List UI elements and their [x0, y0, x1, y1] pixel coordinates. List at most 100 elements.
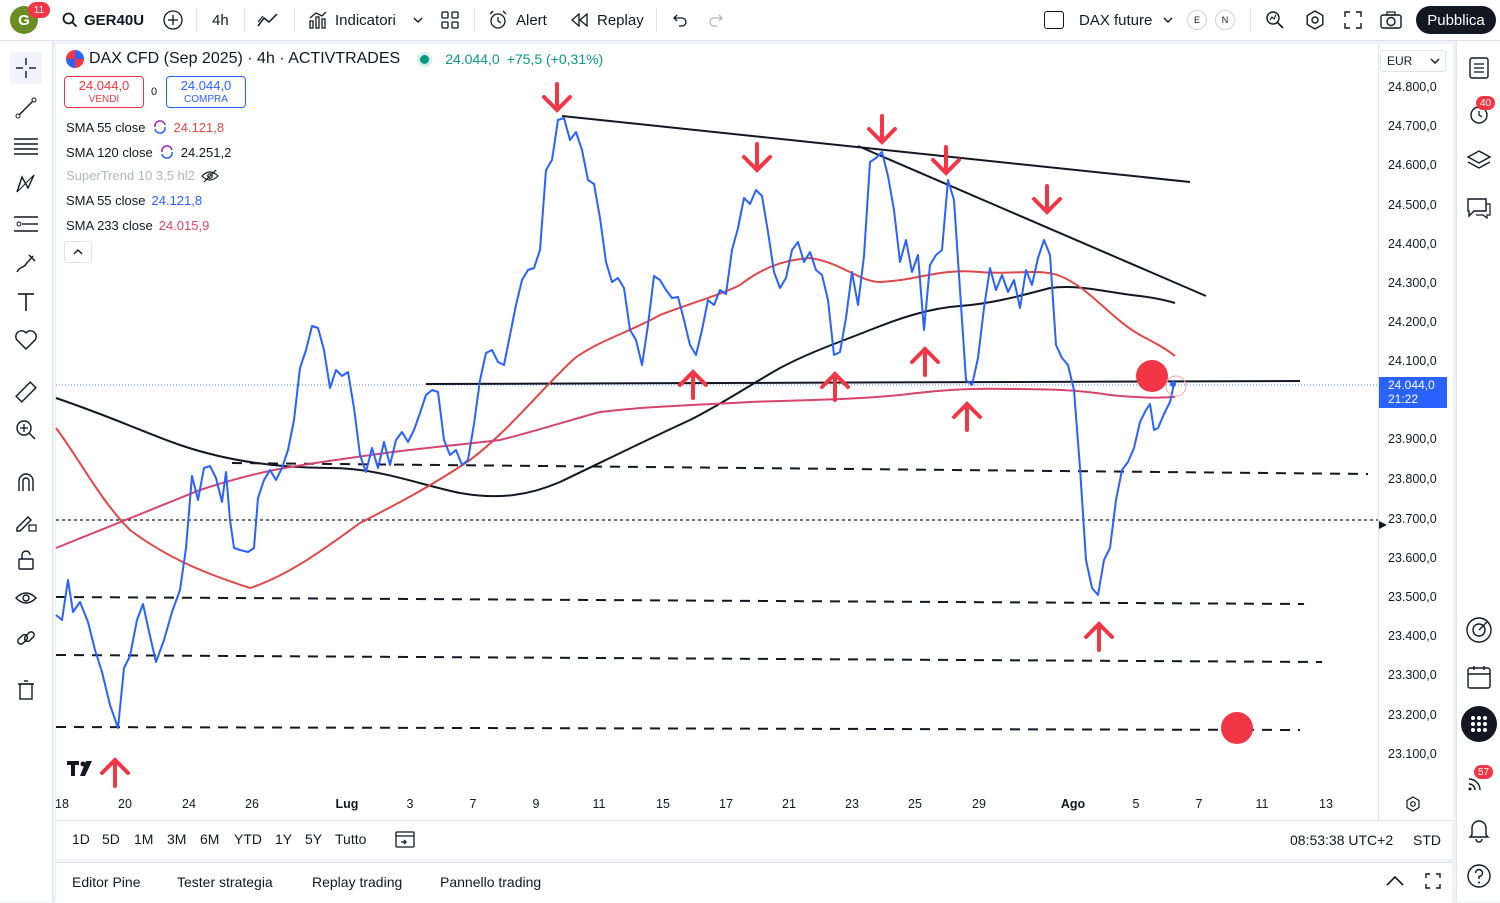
chats-button[interactable]	[1465, 194, 1493, 222]
crosshair-price-marker	[1379, 516, 1387, 534]
support-line-1	[231, 462, 1369, 475]
earnings-badge[interactable]: E	[1187, 0, 1207, 40]
range-button[interactable]: 1M	[134, 831, 154, 847]
prediction-tool[interactable]	[10, 208, 42, 240]
rewind-icon	[571, 12, 588, 28]
clock-display[interactable]: 08:53:38 UTC+2	[1290, 832, 1394, 848]
support-horizontal-line	[425, 380, 1301, 385]
legend-collapse-button[interactable]	[64, 241, 92, 263]
letter-n-icon: N	[1215, 10, 1235, 30]
layouts-button[interactable]	[440, 0, 460, 40]
brush-tool[interactable]	[10, 248, 42, 280]
indicator-legend-sma-55[interactable]: SMA 55 close 24.121,8	[66, 119, 224, 135]
indicator-legend-sma-55-blue[interactable]: SMA 55 close 24.121,8	[66, 193, 202, 208]
compare-symbol-label[interactable]: DAX future	[1079, 0, 1152, 40]
quick-search-button[interactable]	[1264, 0, 1286, 40]
indicators-dropdown-button[interactable]	[412, 0, 424, 40]
text-tool[interactable]	[10, 286, 42, 318]
sell-button[interactable]: 24.044,0 VENDI	[64, 76, 144, 108]
fullscreen-button[interactable]	[1343, 0, 1363, 40]
alert-button[interactable]: Alert	[487, 0, 547, 40]
bottom-tab[interactable]: Tester strategia	[177, 874, 273, 890]
price-scale-label: 23.800,0	[1388, 472, 1437, 486]
price-scale-label: 23.400,0	[1388, 629, 1437, 643]
bottom-tab[interactable]: Pannello trading	[440, 874, 542, 890]
fib-tool[interactable]	[10, 130, 42, 162]
buy-button[interactable]: 24.044,0 COMPRA	[166, 76, 246, 108]
compare-symbol-button[interactable]	[162, 0, 184, 40]
symbol-search-button[interactable]: GER40U	[62, 0, 144, 40]
arrow-down-icon	[1032, 184, 1062, 215]
compare-toggle-checkbox[interactable]	[1044, 0, 1064, 40]
measure-tool[interactable]	[10, 376, 42, 408]
indicator-legend-supertrend[interactable]: SuperTrend 10 3,5 hl2	[66, 168, 219, 183]
bottom-tab[interactable]: Replay trading	[312, 874, 403, 890]
object-tree-button[interactable]	[1465, 146, 1493, 174]
arrow-up-icon	[820, 371, 850, 402]
range-button[interactable]: 6M	[200, 831, 220, 847]
range-button[interactable]: 1Y	[275, 831, 293, 847]
time-axis-label: Ago	[1060, 797, 1086, 811]
chart-pane[interactable]	[56, 44, 1452, 820]
avatar-notification-badge: 11	[28, 2, 50, 18]
publish-button[interactable]: Pubblica	[1416, 6, 1496, 34]
indicator-legend-sma-120[interactable]: SMA 120 close 24.251,2	[66, 144, 231, 160]
range-button[interactable]: 1D	[72, 831, 90, 847]
avatar-letter: G	[18, 11, 30, 29]
replay-button[interactable]: Replay	[570, 0, 644, 40]
sma-120-line	[55, 286, 1176, 498]
divider	[196, 8, 197, 32]
lock-drawing-tool[interactable]	[10, 506, 42, 538]
chevron-down-icon	[1163, 17, 1173, 23]
redo-button[interactable]	[708, 0, 726, 40]
target-marker-lower	[1221, 712, 1253, 744]
currency-select[interactable]: EUR	[1380, 50, 1446, 72]
chart-type-button[interactable]	[256, 0, 280, 40]
time-axis-label: 25	[908, 797, 922, 811]
last-price-value: 24.044,0	[445, 51, 500, 67]
link-tool[interactable]	[10, 622, 42, 654]
snapshot-button[interactable]	[1379, 0, 1403, 40]
watchlist-button[interactable]	[1465, 54, 1493, 82]
range-button[interactable]: YTD	[234, 831, 262, 847]
bottom-tab[interactable]: Editor Pine	[72, 874, 141, 890]
favorites-tool[interactable]	[10, 324, 42, 356]
range-button[interactable]: Tutto	[335, 831, 367, 847]
lock-tool[interactable]	[10, 544, 42, 576]
news-badge[interactable]: N	[1215, 0, 1235, 40]
help-button[interactable]	[1465, 862, 1493, 890]
notifications-button[interactable]	[1465, 816, 1493, 844]
undo-button[interactable]	[670, 0, 688, 40]
maximize-panel-button[interactable]	[1424, 872, 1442, 895]
range-button[interactable]: 3M	[167, 831, 187, 847]
session-button[interactable]: STD	[1413, 832, 1441, 848]
pattern-tool[interactable]	[10, 168, 42, 200]
trend-line-tool[interactable]	[10, 92, 42, 124]
magnet-tool[interactable]	[10, 466, 42, 498]
hide-drawings-tool[interactable]	[10, 582, 42, 614]
interval-button[interactable]: 4h	[212, 0, 229, 40]
data-window-button[interactable]	[1465, 616, 1493, 644]
go-to-date-button[interactable]	[394, 829, 416, 854]
time-axis-settings-button[interactable]	[1405, 796, 1421, 817]
crosshair-tool[interactable]	[10, 52, 42, 84]
streams-button[interactable]	[1465, 766, 1493, 794]
arrow-up-icon	[910, 346, 940, 377]
indicators-icon	[309, 11, 327, 29]
indicator-name: SMA 55 close	[66, 193, 146, 208]
price-scale[interactable]	[1378, 44, 1453, 820]
range-button[interactable]: 5Y	[305, 831, 323, 847]
calendar-button[interactable]	[1465, 663, 1493, 691]
delete-drawings-tool[interactable]	[10, 674, 42, 706]
apps-button[interactable]	[1461, 706, 1497, 742]
expand-panel-button[interactable]	[1386, 874, 1404, 892]
legend-header[interactable]: DAX CFD (Sep 2025) · 4h · ACTIVTRADES 24…	[66, 50, 603, 68]
indicator-legend-sma-233[interactable]: SMA 233 close 24.015,9	[66, 218, 209, 233]
indicators-button[interactable]: Indicatori	[308, 0, 396, 40]
compare-dropdown-button[interactable]	[1162, 0, 1174, 40]
range-button[interactable]: 5D	[102, 831, 120, 847]
zoom-tool[interactable]	[10, 414, 42, 446]
alarm-clock-icon	[489, 10, 507, 29]
settings-button[interactable]	[1304, 0, 1326, 40]
